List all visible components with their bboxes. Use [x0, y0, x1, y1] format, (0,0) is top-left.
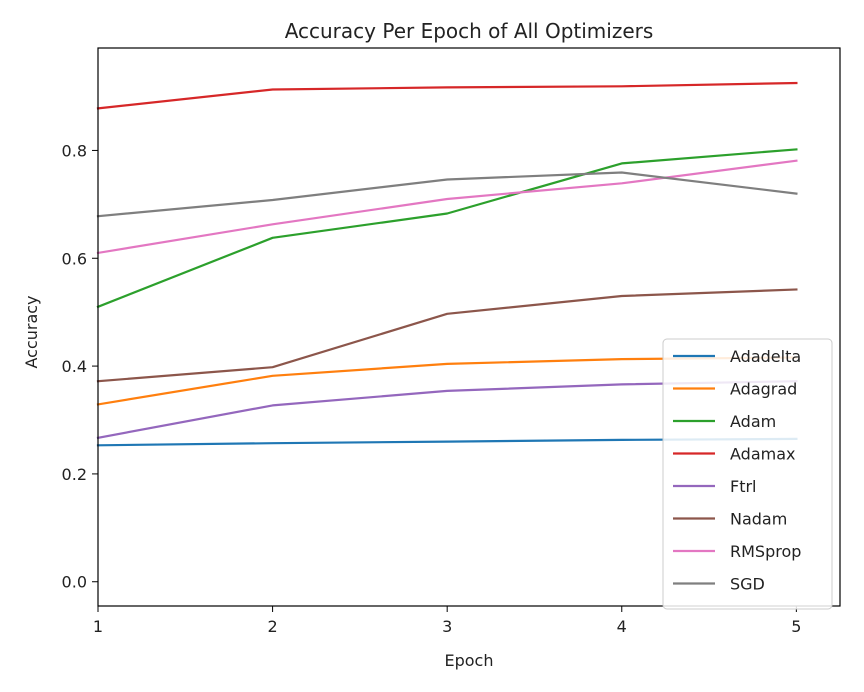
series-line-sgd [96, 171, 798, 218]
legend-label-ftrl: Ftrl [730, 477, 757, 496]
x-tick-label: 1 [93, 617, 103, 636]
x-tick-label: 5 [791, 617, 801, 636]
y-tick-label: 0.6 [62, 249, 87, 268]
legend-label-adamax: Adamax [730, 445, 795, 464]
series-line-adamax [96, 81, 798, 110]
legend-label-adagrad: Adagrad [730, 380, 797, 399]
x-axis-label: Epoch [445, 651, 494, 670]
x-tick-label: 3 [442, 617, 452, 636]
y-tick-label: 0.0 [62, 573, 87, 592]
series-line-rmsprop [96, 159, 798, 255]
y-axis-label: Accuracy [22, 295, 41, 368]
x-tick-label: 4 [617, 617, 627, 636]
y-tick-label: 0.4 [62, 357, 87, 376]
y-axis: 0.0 0.2 0.4 0.6 0.8 [62, 141, 98, 592]
y-tick-label: 0.8 [62, 141, 87, 160]
legend-box [662, 338, 833, 610]
legend-label-adadelta: Adadelta [730, 347, 801, 366]
legend-label-nadam: Nadam [730, 510, 787, 529]
x-tick-label: 2 [267, 617, 277, 636]
legend-label-rmsprop: RMSprop [730, 542, 801, 561]
series-layer [96, 81, 798, 447]
series-line-adam [96, 148, 798, 309]
legend-label-sgd: SGD [730, 575, 765, 594]
series-line-nadam [96, 288, 798, 383]
x-axis: 1 2 3 4 5 [93, 606, 801, 636]
plot-area-frame [97, 47, 841, 607]
legend-label-adam: Adam [730, 412, 776, 431]
chart-title: Accuracy Per Epoch of All Optimizers [285, 19, 654, 43]
legend: Adadelta Adagrad Adam Adamax Ftrl Nadam RMSpro… [662, 338, 833, 610]
y-tick-label: 0.2 [62, 465, 87, 484]
